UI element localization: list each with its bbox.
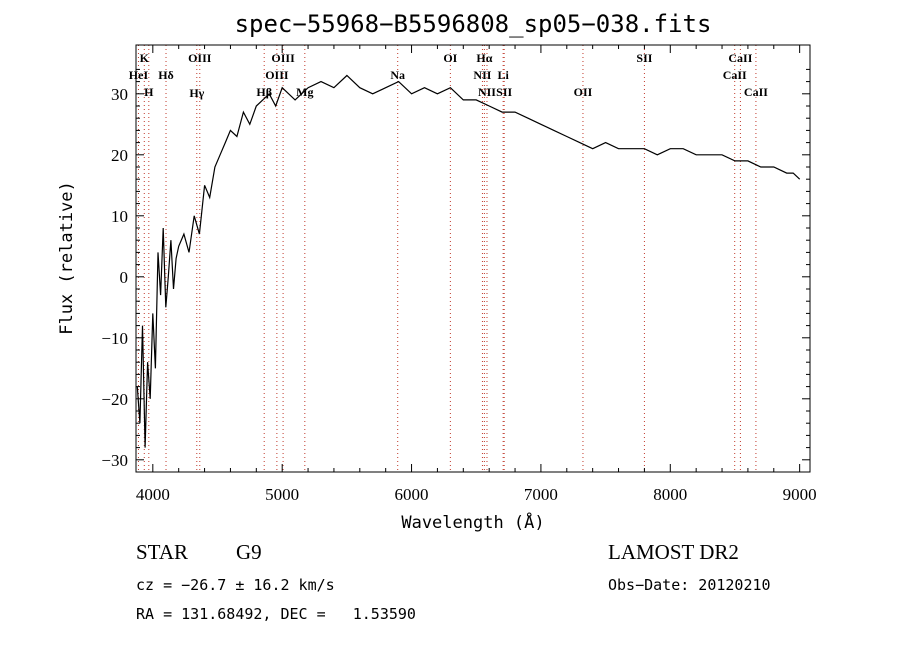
- spectrum-line: [136, 74, 801, 448]
- y-tick-label: −20: [101, 390, 128, 409]
- x-axis: 4000 5000 6000 7000 8000 9000: [136, 45, 817, 504]
- survey-name: LAMOST DR2: [608, 540, 739, 564]
- x-tick-label: 7000: [524, 485, 558, 504]
- line-marker-label: K: [140, 51, 150, 65]
- x-axis-label: Wavelength (Å): [401, 511, 544, 533]
- line-marker-label: Hα: [476, 51, 492, 65]
- y-tick-label: 20: [111, 146, 128, 165]
- y-tick-label: 0: [120, 268, 129, 287]
- line-marker-label: H: [144, 85, 154, 99]
- line-marker-label: NII: [473, 68, 491, 82]
- y-axis: −30 −20 −10 0 10 20 30: [101, 68, 810, 470]
- line-marker-label: Na: [390, 68, 405, 82]
- x-tick-label: 9000: [783, 485, 817, 504]
- object-class: STAR: [136, 540, 188, 564]
- line-marker-label: CaII: [723, 68, 747, 82]
- line-marker-label: OIII: [188, 51, 212, 65]
- line-marker-label: Hβ: [256, 85, 272, 99]
- line-marker-label: SII: [496, 85, 512, 99]
- line-marker-label: OIII: [265, 68, 289, 82]
- x-tick-label: 5000: [265, 485, 299, 504]
- line-marker-label: Hδ: [158, 68, 174, 82]
- plot-frame: [135, 44, 811, 473]
- line-marker-label: NII: [478, 85, 496, 99]
- line-marker-label: OIII: [271, 51, 295, 65]
- object-subclass: G9: [236, 540, 262, 564]
- line-marker-label: OII: [574, 85, 593, 99]
- y-axis-label: Flux (relative): [57, 181, 77, 335]
- y-tick-label: −10: [101, 329, 128, 348]
- chart-title: spec−55968−B5596808_sp05−038.fits: [235, 10, 712, 38]
- obs-date: Obs−Date: 20120210: [608, 576, 771, 594]
- line-marker-group: [137, 45, 757, 472]
- x-tick-label: 8000: [653, 485, 687, 504]
- spectrum-series: [136, 74, 801, 448]
- coordinates: RA = 131.68492, DEC = 1.53590: [136, 605, 416, 623]
- line-marker-label: Li: [497, 68, 509, 82]
- x-tick-label: 4000: [136, 485, 170, 504]
- line-marker-label: OI: [443, 51, 457, 65]
- redshift-value: cz = −26.7 ± 16.2 km/s: [136, 576, 335, 594]
- y-tick-label: 30: [111, 85, 128, 104]
- line-marker-label: CaII: [744, 85, 768, 99]
- line-marker-label: SII: [636, 51, 652, 65]
- line-marker-label: HeI: [129, 68, 149, 82]
- x-tick-label: 6000: [395, 485, 429, 504]
- line-marker-label: CaII: [728, 51, 752, 65]
- y-tick-label: −30: [101, 451, 128, 470]
- y-tick-label: 10: [111, 207, 128, 226]
- line-marker-label: Hγ: [189, 86, 204, 100]
